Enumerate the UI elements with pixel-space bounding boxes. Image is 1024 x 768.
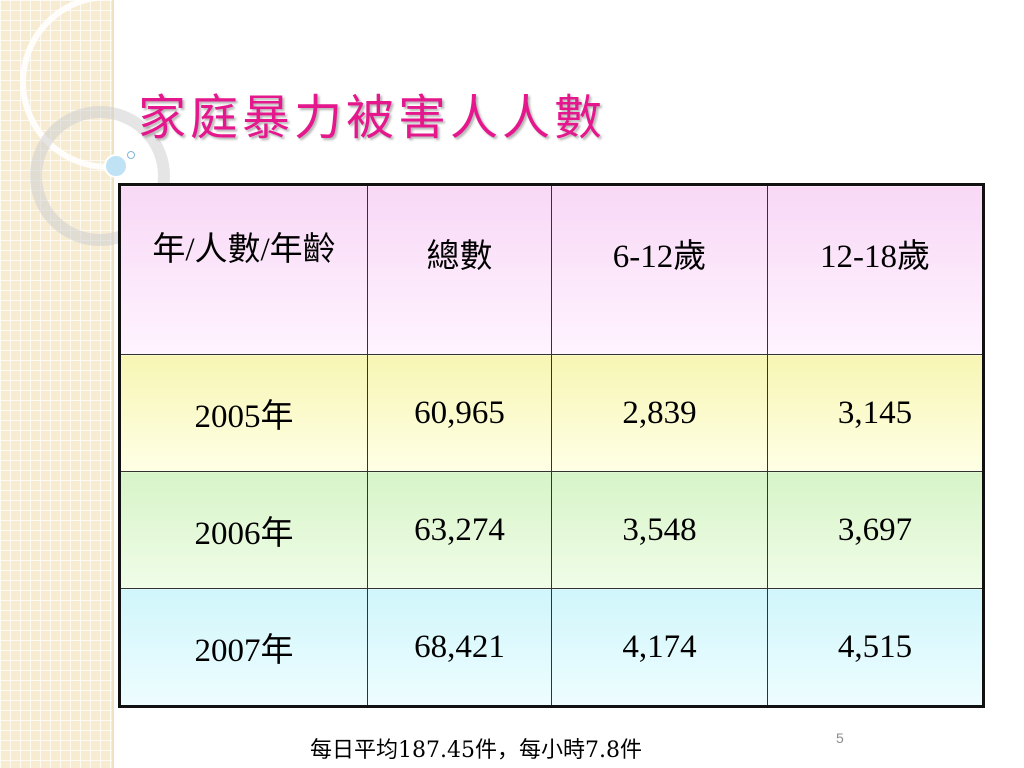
table-header-row: 年/人數/年齡 總數 6-12歲 12-18歲 xyxy=(119,184,984,355)
header-cell: 12-18歲 xyxy=(767,184,984,355)
table-row: 2005年 60,965 2,839 3,145 xyxy=(119,354,984,472)
table-cell: 63,274 xyxy=(367,471,552,589)
table-row: 2007年 68,421 4,174 4,515 xyxy=(119,588,984,707)
table-cell: 2005年 xyxy=(119,354,368,472)
table-cell: 3,145 xyxy=(767,354,984,472)
table-cell: 68,421 xyxy=(367,588,552,707)
table-cell: 3,548 xyxy=(551,471,768,589)
table-cell: 4,515 xyxy=(767,588,984,707)
data-table: 年/人數/年齡 總數 6-12歲 12-18歲 2005年 60,965 2,8… xyxy=(118,183,985,708)
slide-title: 家庭暴力被害人人數 xyxy=(138,90,607,146)
table-row: 2006年 63,274 3,548 3,697 xyxy=(119,471,984,589)
table-cell: 60,965 xyxy=(367,354,552,472)
table-cell: 4,174 xyxy=(551,588,768,707)
decorative-circles xyxy=(20,0,180,246)
table-cell: 2006年 xyxy=(119,471,368,589)
page-number: 5 xyxy=(836,730,844,746)
header-cell: 6-12歲 xyxy=(551,184,768,355)
table-cell: 3,697 xyxy=(767,471,984,589)
table-cell: 2007年 xyxy=(119,588,368,707)
header-cell: 總數 xyxy=(367,184,552,355)
header-cell: 年/人數/年齡 xyxy=(119,184,368,355)
footnote: 每日平均187.45件，每小時7.8件 xyxy=(310,738,642,763)
table-cell: 2,839 xyxy=(551,354,768,472)
strip-edge xyxy=(112,0,114,768)
